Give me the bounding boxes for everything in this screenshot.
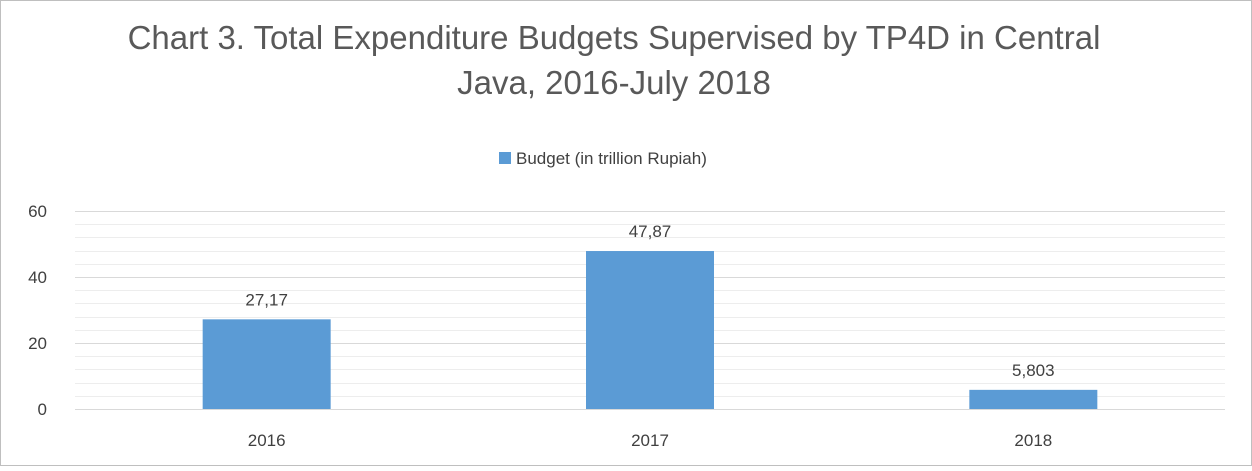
data-label: 47,87 (629, 222, 672, 241)
x-tick-label: 2017 (631, 431, 669, 450)
bars: 27,17 47,87 5,803 (202, 222, 1098, 409)
legend-swatch (499, 152, 511, 164)
chart-title-line1: Chart 3. Total Expenditure Budgets Super… (128, 19, 1101, 56)
bar-2016 (202, 319, 331, 409)
x-axis: 2016 2017 2018 (248, 431, 1052, 450)
data-label: 27,17 (245, 290, 288, 309)
legend: Budget (in trillion Rupiah) (499, 149, 707, 168)
bar-2017 (586, 251, 714, 409)
x-tick-label: 2016 (248, 431, 286, 450)
y-tick-label: 20 (28, 334, 47, 353)
legend-label: Budget (in trillion Rupiah) (516, 149, 707, 168)
chart-title-line2: Java, 2016-July 2018 (457, 64, 771, 101)
y-tick-label: 40 (28, 268, 47, 287)
bar-2018 (969, 389, 1098, 409)
y-tick-label: 0 (38, 400, 47, 419)
y-axis: 0 20 40 60 (28, 202, 47, 419)
y-tick-label: 60 (28, 202, 47, 221)
x-tick-label: 2018 (1014, 431, 1052, 450)
data-label: 5,803 (1012, 361, 1055, 380)
